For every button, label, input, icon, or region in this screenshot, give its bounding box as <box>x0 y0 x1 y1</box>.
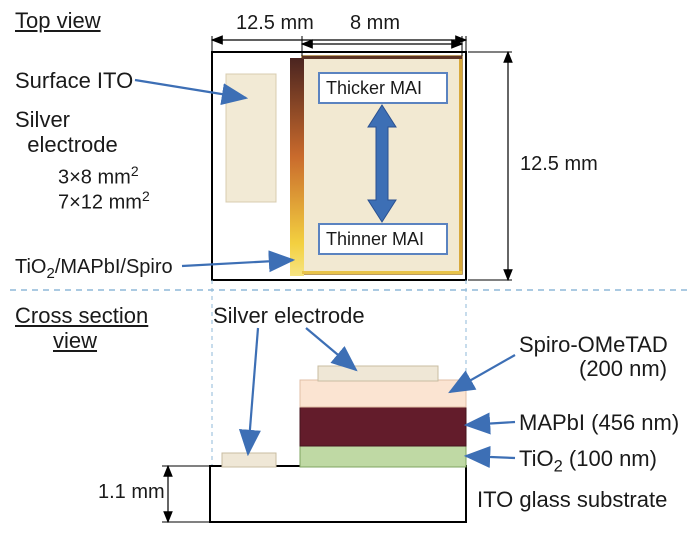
spiro-ometad-label: Spiro-OMeTAD (200 nm) <box>519 333 668 381</box>
size-7x12-label: 7×12 mm2 <box>58 188 150 215</box>
dim-12-5-right-label: 12.5 mm <box>520 153 598 176</box>
cross-section-line1: Cross section <box>15 303 148 328</box>
thinner-mai-label: Thinner MAI <box>326 229 424 250</box>
size-3x8-label: 3×8 mm2 <box>58 163 139 190</box>
dim-1-1-label: 1.1 mm <box>98 481 165 504</box>
silver-electrode-line1: Silver <box>15 107 70 132</box>
cross-section-line2: view <box>15 328 97 353</box>
silver-electrode-top-label: Silver electrode <box>15 107 118 158</box>
tio2-label: TiO2 (100 nm) <box>519 446 657 476</box>
cross-section-title: Cross section view <box>15 303 148 354</box>
ito-substrate-label: ITO glass substrate <box>477 487 667 513</box>
dim-12-5-top-label: 12.5 mm <box>236 12 314 35</box>
silver-electrode-line2: electrode <box>15 132 118 157</box>
tio2-mapbi-spiro-label: TiO2/MAPbI/Spiro <box>15 256 173 282</box>
top-view-title: Top view <box>15 8 101 34</box>
mapbi-label: MAPbI (456 nm) <box>519 410 679 436</box>
spiro-line1: Spiro-OMeTAD <box>519 332 668 357</box>
silver-electrode-cross-label: Silver electrode <box>213 303 365 329</box>
dim-8-label: 8 mm <box>350 12 400 35</box>
spiro-line2: (200 nm) <box>519 356 667 381</box>
surface-ito-label: Surface ITO <box>15 68 133 94</box>
thicker-mai-label: Thicker MAI <box>326 78 422 99</box>
